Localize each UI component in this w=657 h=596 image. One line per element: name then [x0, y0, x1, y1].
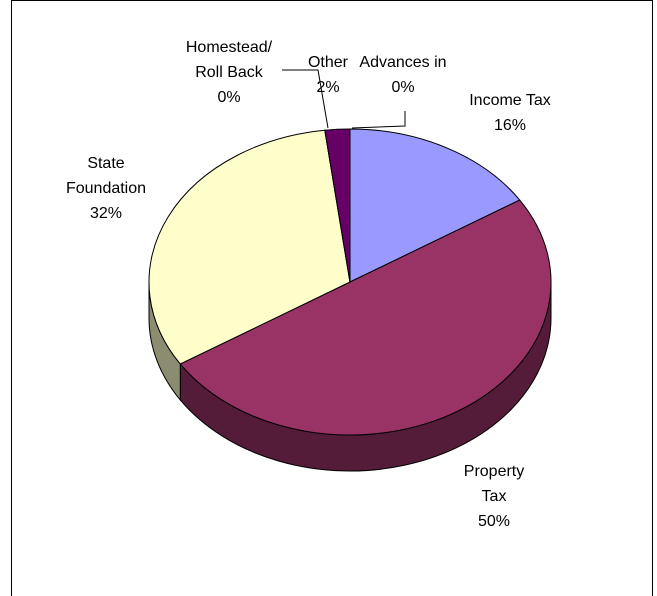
slice-label-line: 2%	[316, 79, 339, 96]
pie-slice-0	[349, 128, 521, 283]
slice-label-line: State	[87, 155, 124, 172]
slice-label-line: Tax	[482, 488, 507, 505]
slice-label-2: State Foundation 32%	[66, 155, 146, 222]
slice-label-5: Advances in 0%	[359, 54, 446, 96]
pie-slice-2	[148, 129, 351, 365]
slice-label-line: 50%	[478, 513, 510, 530]
slice-label-line: Advances in	[359, 54, 446, 71]
slice-label-line: Property	[464, 463, 524, 480]
slice-label-line: Other	[308, 54, 349, 71]
slice-label-0: Income Tax 16%	[469, 92, 551, 134]
slice-label-line: Foundation	[66, 180, 146, 197]
pie-slice-1	[179, 199, 552, 436]
slice-label-line: Roll Back	[195, 64, 264, 81]
slice-label-line: 0%	[391, 79, 414, 96]
leader-line-3	[282, 69, 329, 129]
slice-label-4: Other 2%	[308, 54, 349, 96]
slice-label-3: Homestead/Roll Back 0%	[186, 39, 273, 106]
slice-label-line: 16%	[494, 117, 526, 134]
slice-label-line: Homestead/	[186, 39, 273, 56]
slice-label-line: 0%	[217, 89, 240, 106]
pie-slices	[148, 128, 552, 436]
leader-lines	[282, 69, 406, 129]
slice-label-line: Income Tax	[469, 92, 551, 109]
slice-label-line: 32%	[90, 205, 122, 222]
leader-line-5	[351, 111, 406, 129]
slice-label-1: Property Tax 50%	[464, 463, 524, 530]
slice-labels: Income Tax 16% Property Tax 50% State Foundati…	[66, 39, 551, 530]
